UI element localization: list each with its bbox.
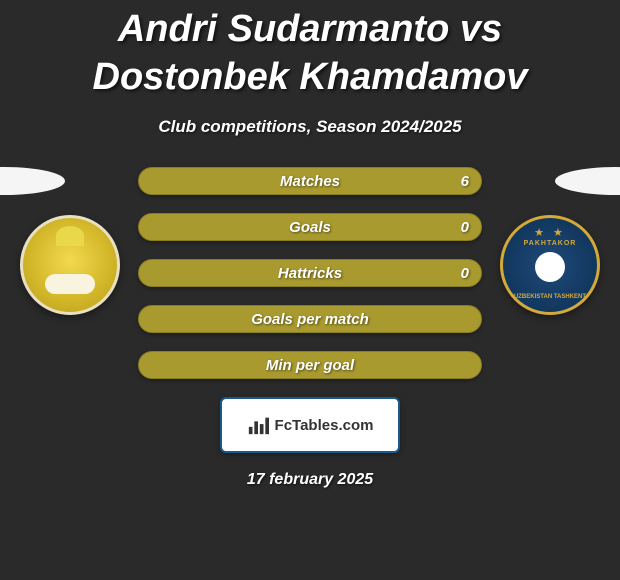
left-oval-decor: [0, 167, 65, 195]
stat-bar: Goals 0: [138, 213, 482, 241]
stat-bar-label: Hattricks: [278, 265, 342, 282]
logo-stars-icon: ★ ★: [503, 226, 597, 239]
subtitle: Club competitions, Season 2024/2025: [0, 117, 620, 137]
stat-bar-label: Goals: [289, 219, 331, 236]
stat-bar: Goals per match: [138, 305, 482, 333]
stat-bar-label: Min per goal: [266, 357, 354, 374]
stat-bar: Hattricks 0: [138, 259, 482, 287]
logo-bottom-text: UZBEKISTAN TASHKENT: [503, 294, 597, 300]
stat-bars: Matches 6 Goals 0 Hattricks 0 Goals per match M…: [138, 167, 482, 379]
logo-top-text: PAKHTAKOR: [503, 240, 597, 247]
page-title: Andri Sudarmanto vs Dostonbek Khamdamov: [0, 0, 620, 105]
chart-icon: [247, 414, 269, 436]
ball-icon: [535, 252, 565, 282]
club-logo-right: ★ ★ PAKHTAKOR UZBEKISTAN TASHKENT: [500, 215, 600, 315]
club-logo-left: [20, 215, 120, 315]
footer-date: 17 february 2025: [0, 471, 620, 489]
stat-bar: Min per goal: [138, 351, 482, 379]
brand-badge[interactable]: FcTables.com: [220, 397, 400, 453]
stat-bar: Matches 6: [138, 167, 482, 195]
comparison-panel: ★ ★ PAKHTAKOR UZBEKISTAN TASHKENT Matche…: [0, 167, 620, 379]
stat-bar-label: Matches: [280, 173, 340, 190]
stat-bar-value: 0: [461, 265, 469, 282]
stat-bar-value: 0: [461, 219, 469, 236]
stat-bar-label: Goals per match: [251, 311, 369, 328]
right-oval-decor: [555, 167, 620, 195]
stat-bar-value: 6: [461, 173, 469, 190]
brand-text: FcTables.com: [275, 417, 374, 434]
